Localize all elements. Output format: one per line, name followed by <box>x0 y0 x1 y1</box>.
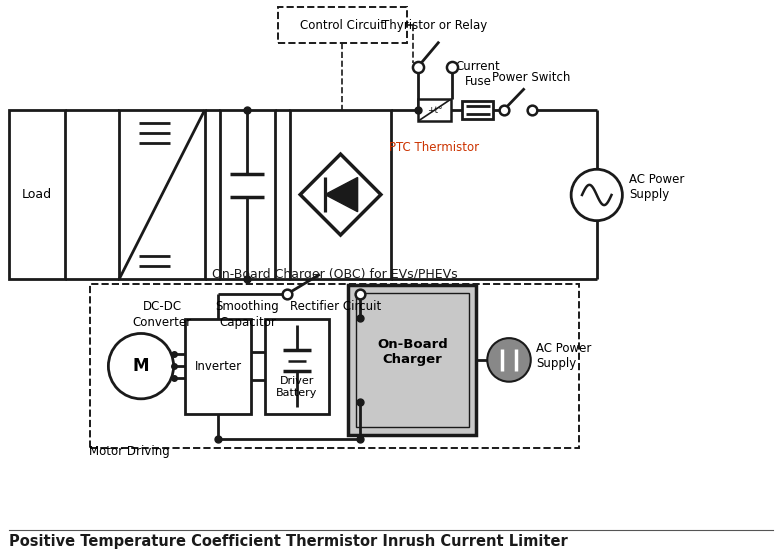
Text: PTC Thermistor: PTC Thermistor <box>389 141 479 154</box>
Text: Converter: Converter <box>132 316 192 329</box>
Bar <box>221 110 274 279</box>
Text: Thyristor or Relay: Thyristor or Relay <box>382 20 487 32</box>
Text: Control Circuit: Control Circuit <box>300 19 385 32</box>
Text: AC Power
Supply: AC Power Supply <box>536 342 591 370</box>
Polygon shape <box>325 177 357 211</box>
Text: Rectifier Circuit: Rectifier Circuit <box>290 300 382 313</box>
Bar <box>462 101 493 119</box>
Text: +t°: +t° <box>427 105 443 114</box>
Bar <box>356 293 468 427</box>
Text: Power Switch: Power Switch <box>492 71 570 84</box>
Text: Load: Load <box>22 188 52 201</box>
Text: M: M <box>133 357 149 375</box>
Text: Smoothing: Smoothing <box>216 300 279 313</box>
Text: Current
Fuse: Current Fuse <box>456 60 500 88</box>
Bar <box>9 110 65 279</box>
Text: Driver
Battery: Driver Battery <box>276 376 317 398</box>
Text: On-Board
Charger: On-Board Charger <box>377 338 448 366</box>
Text: Positive Temperature Coefficient Thermistor Inrush Current Limiter: Positive Temperature Coefficient Thermis… <box>9 533 568 549</box>
Bar <box>278 7 407 43</box>
Text: On-Board Charger (OBC) for EVs/PHEVs: On-Board Charger (OBC) for EVs/PHEVs <box>211 267 457 281</box>
Text: Capacitor: Capacitor <box>219 316 276 329</box>
Bar <box>265 319 329 413</box>
Bar <box>290 110 391 279</box>
Bar <box>185 319 251 413</box>
Bar <box>348 285 476 435</box>
Text: Inverter: Inverter <box>195 360 242 373</box>
Bar <box>90 285 579 448</box>
Text: AC Power
Supply: AC Power Supply <box>630 173 685 201</box>
Circle shape <box>487 338 531 382</box>
Text: DC-DC: DC-DC <box>142 300 181 313</box>
Text: Motor Driving: Motor Driving <box>89 445 170 458</box>
Bar <box>418 99 450 121</box>
Bar <box>119 110 205 279</box>
